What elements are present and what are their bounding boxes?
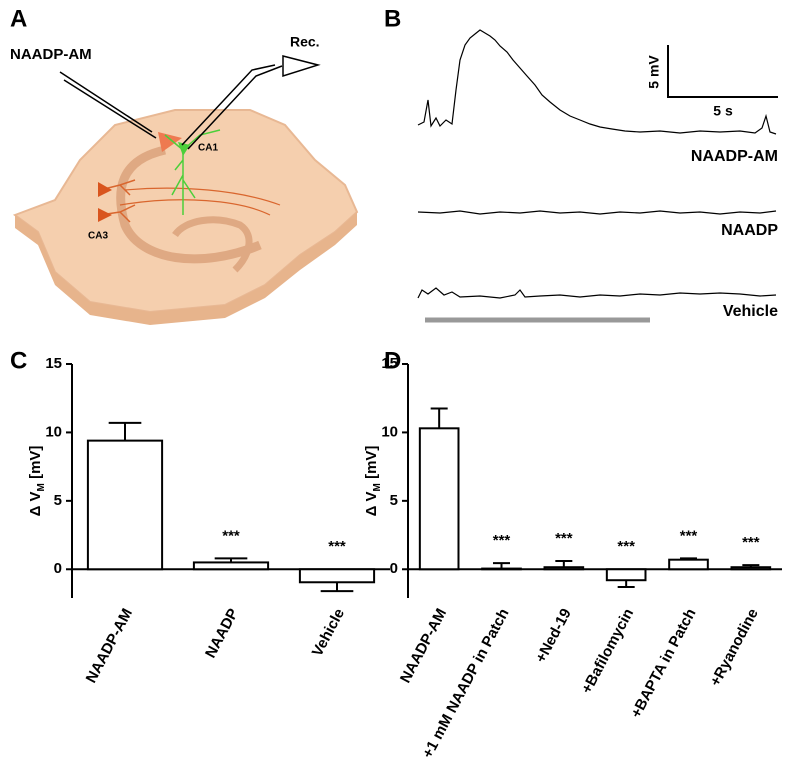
x-tick-label: +Bafilomycin: [578, 606, 637, 697]
significance-label: ***: [328, 538, 346, 555]
trace-label: Vehicle: [723, 303, 778, 320]
significance-label: ***: [617, 538, 635, 555]
panel-label: B: [384, 5, 401, 32]
x-tick-label: Vehicle: [309, 606, 348, 660]
significance-label: ***: [680, 527, 698, 544]
significance-label: ***: [555, 530, 573, 547]
panel-label: A: [10, 5, 27, 32]
pipette-label: NAADP-AM: [10, 46, 92, 63]
panel-label: D: [384, 347, 401, 374]
y-axis-label: Δ VM [mV]: [363, 446, 383, 517]
bar: [730, 566, 772, 571]
y-axis-label-part: M: [36, 483, 47, 491]
trace-label: NAADP-AM: [691, 148, 778, 165]
bar: [298, 568, 376, 584]
region-label: CA1: [198, 143, 218, 154]
x-tick-label: NAADP: [202, 606, 242, 661]
voltage-traces: [417, 29, 778, 323]
y-tick-label: 5: [390, 492, 398, 509]
bar: [668, 558, 709, 571]
y-tick-label: 10: [381, 423, 398, 440]
bar: [192, 561, 270, 571]
bar: [605, 568, 647, 582]
y-tick-label: 5: [54, 492, 62, 509]
x-tick-label: NAADP-AM: [397, 606, 450, 686]
panel-label: C: [10, 347, 27, 374]
y-axis-label-part: [mV]: [27, 446, 44, 484]
bar: [543, 566, 585, 571]
significance-label: ***: [742, 534, 760, 551]
x-tick-label: +BAPTA in Patch: [628, 606, 700, 721]
y-tick-label: 10: [45, 423, 62, 440]
bar: [418, 427, 460, 571]
y-axis-label-part: M: [372, 483, 383, 491]
x-tick-label: +Ryanodine: [707, 606, 762, 689]
y-axis-label-part: Δ V: [363, 491, 380, 516]
region-label: CA3: [88, 231, 108, 242]
slice-diagram: [12, 55, 359, 325]
y-tick-label: 0: [54, 560, 62, 577]
y-tick-label: 15: [45, 355, 62, 372]
bar: [86, 439, 164, 571]
x-tick-label: +Ned-19: [532, 606, 575, 666]
scale-bar-label: 5 s: [713, 103, 733, 119]
significance-label: ***: [493, 532, 511, 549]
y-axis-label-part: [mV]: [363, 446, 380, 484]
y-axis-label-part: Δ V: [27, 491, 44, 516]
significance-label: ***: [222, 527, 240, 544]
bar: [481, 567, 522, 571]
x-tick-label: NAADP-AM: [83, 606, 136, 686]
y-axis-label: Δ VM [mV]: [27, 446, 47, 517]
scale-bar-label: 5 mV: [646, 55, 662, 89]
y-tick-label: 0: [390, 560, 398, 577]
y-tick-label: 15: [381, 355, 398, 372]
trace-label: NAADP: [721, 222, 778, 239]
recording-label: Rec.: [290, 34, 320, 50]
